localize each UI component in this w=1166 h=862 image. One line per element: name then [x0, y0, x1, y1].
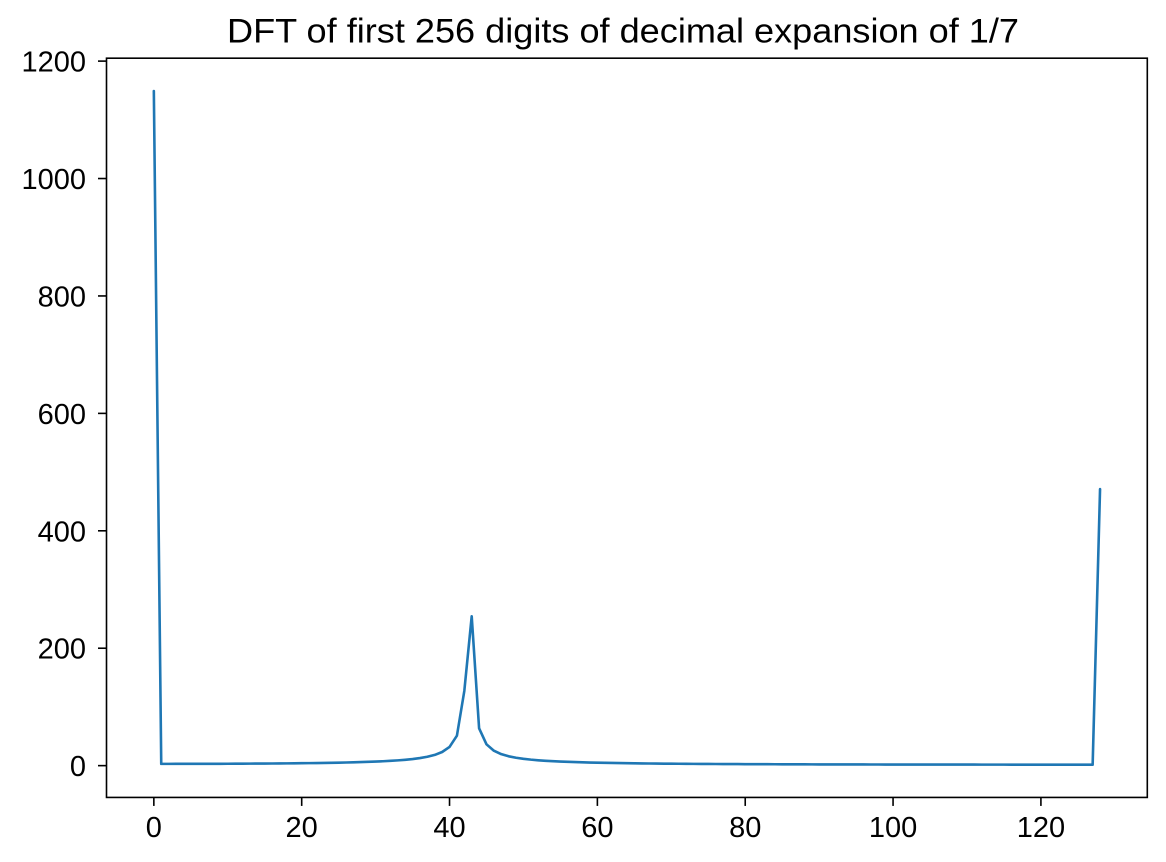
svg-text:0: 0 [146, 812, 162, 844]
svg-text:600: 600 [38, 399, 86, 431]
svg-text:120: 120 [1017, 812, 1065, 844]
svg-text:200: 200 [38, 634, 86, 666]
svg-text:80: 80 [729, 812, 761, 844]
svg-text:800: 800 [38, 281, 86, 313]
svg-text:0: 0 [70, 751, 86, 783]
svg-text:DFT of first 256 digits of dec: DFT of first 256 digits of decimal expan… [227, 13, 1019, 51]
svg-text:1200: 1200 [21, 47, 86, 79]
svg-text:40: 40 [433, 812, 465, 844]
svg-text:20: 20 [286, 812, 318, 844]
svg-text:1000: 1000 [21, 164, 86, 196]
svg-text:100: 100 [869, 812, 917, 844]
svg-text:400: 400 [38, 516, 86, 548]
svg-text:60: 60 [581, 812, 613, 844]
